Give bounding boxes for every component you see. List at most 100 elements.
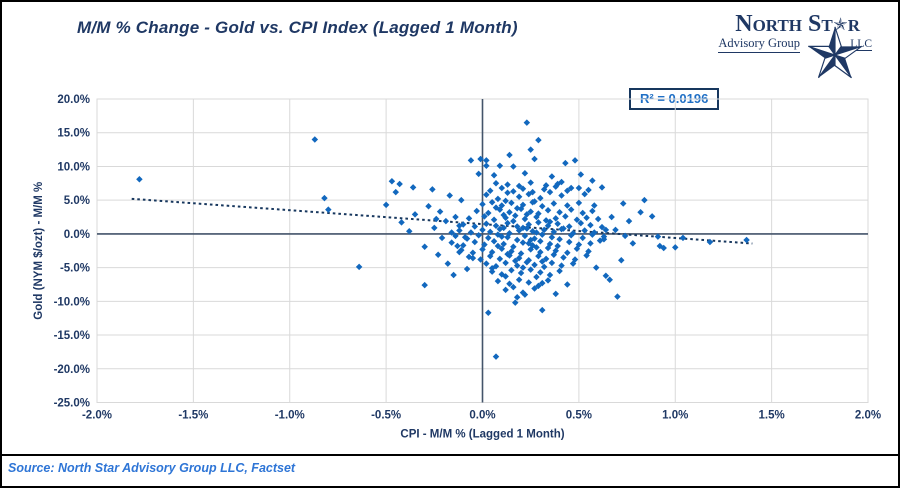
scatter-point — [564, 249, 571, 257]
scatter-point — [506, 252, 513, 259]
scatter-point — [529, 198, 536, 206]
scatter-point — [679, 234, 687, 242]
scatter-point — [452, 232, 459, 240]
scatter-point — [479, 226, 486, 234]
logo-text-pre: North St — [735, 11, 833, 37]
scatter-point — [565, 223, 573, 230]
scatter-point — [589, 207, 596, 215]
scatter-point — [527, 266, 534, 273]
x-tick-label: 2.0% — [855, 410, 881, 422]
scatter-point — [388, 178, 396, 185]
scatter-point — [519, 239, 527, 246]
scatter-point — [515, 276, 523, 284]
scatter-point — [600, 233, 608, 240]
scatter-point — [496, 255, 504, 263]
scatter-point — [558, 192, 565, 199]
scatter-point — [458, 246, 465, 254]
scatter-point — [577, 219, 585, 227]
scatter-point — [136, 176, 143, 183]
scatter-point — [510, 243, 517, 250]
scatter-point — [577, 171, 585, 178]
y-tick-label: 10.0% — [57, 161, 90, 173]
scatter-point — [539, 279, 546, 287]
scatter-point — [442, 217, 450, 225]
scatter-point — [672, 244, 679, 251]
scatter-point — [513, 294, 521, 301]
scatter-chart: 20.0% 15.0% 10.0% 5.0% 0.0% -5.0% -10.0% -15.0%… — [33, 94, 881, 441]
scatter-point — [434, 251, 442, 259]
scatter-point — [492, 353, 500, 360]
scatter-point — [573, 245, 581, 252]
scatter-point — [409, 184, 417, 191]
scatter-point — [587, 240, 594, 247]
scatter-point — [533, 244, 540, 251]
scatter-point — [589, 231, 596, 238]
x-tick-label: 1.5% — [759, 410, 785, 422]
scatter-point — [515, 254, 523, 262]
scatter-point — [448, 239, 455, 246]
scatter-point — [562, 213, 569, 220]
scatter-point — [517, 205, 525, 213]
scatter-point — [531, 285, 538, 292]
scatter-point — [523, 211, 531, 218]
scatter-point — [448, 229, 455, 236]
scatter-point — [512, 299, 519, 306]
scatter-point — [562, 159, 569, 167]
scatter-point — [463, 235, 471, 242]
scatter-point — [602, 272, 610, 279]
scatter-point — [490, 171, 498, 179]
scatter-point — [523, 119, 531, 126]
x-tick-label: 0.5% — [566, 410, 592, 422]
scatter-point — [463, 265, 471, 273]
scatter-point — [513, 236, 521, 244]
scatter-point — [483, 260, 490, 267]
scatter-point — [606, 276, 613, 284]
x-tick-label: -0.5% — [371, 410, 401, 422]
scatter-point — [619, 200, 627, 207]
scatter-point — [535, 252, 542, 260]
scatter-point — [540, 263, 548, 271]
scatter-point — [459, 221, 467, 228]
scatter-point — [488, 268, 496, 275]
x-tick-label: -1.0% — [275, 410, 305, 422]
scatter-point — [432, 215, 440, 223]
x-tick-label: -2.0% — [82, 410, 112, 422]
scatter-point — [660, 244, 667, 252]
y-tick-label: -20.0% — [54, 364, 90, 376]
chart-title: M/M % Change - Gold vs. CPI Index (Lagge… — [77, 18, 518, 37]
scatter-point — [567, 206, 575, 213]
scatter-point — [539, 231, 546, 238]
scatter-point — [550, 200, 558, 207]
scatter-point — [454, 242, 461, 250]
scatter-point — [537, 269, 544, 276]
scatter-point — [525, 190, 533, 198]
scatter-point — [579, 234, 586, 242]
scatter-point — [531, 155, 538, 163]
scatter-point — [587, 221, 594, 229]
scatter-point — [510, 188, 517, 195]
scatter-point — [421, 243, 428, 250]
scatter-point — [546, 271, 554, 279]
scatter-point — [471, 238, 479, 246]
scatter-point — [602, 226, 610, 234]
scatter-point — [519, 289, 527, 296]
scatter-point — [521, 232, 529, 240]
scatter-point — [486, 228, 494, 236]
scatter-point — [485, 309, 492, 317]
scatter-point — [471, 223, 479, 230]
scatter-point — [637, 209, 644, 216]
scatter-point — [398, 219, 405, 226]
scatter-point — [581, 227, 588, 234]
scatter-point — [641, 196, 648, 204]
scatter-point — [564, 187, 571, 194]
scatter-point — [496, 206, 504, 213]
scatter-point — [529, 227, 536, 235]
scatter-point — [485, 234, 492, 242]
scatter-point — [488, 265, 496, 272]
scatter-point — [444, 260, 452, 267]
footer-divider — [2, 454, 898, 456]
scatter-point — [411, 211, 419, 218]
scatter-point — [523, 225, 531, 232]
scatter-point — [504, 181, 511, 188]
scatter-point — [591, 202, 598, 209]
